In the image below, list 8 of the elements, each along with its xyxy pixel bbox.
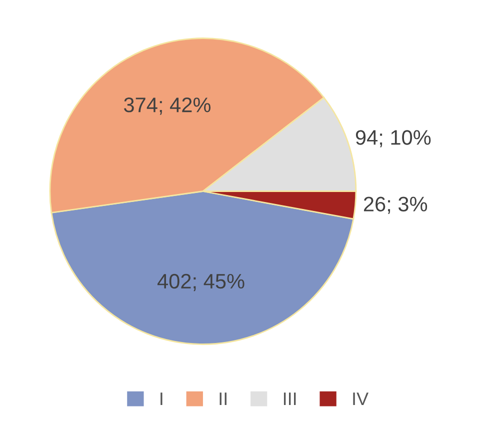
data-label: 374; 42% bbox=[124, 98, 211, 115]
data-label: 94; 10% bbox=[356, 130, 431, 148]
data-label: 402; 45% bbox=[157, 274, 244, 292]
legend-label: I bbox=[160, 392, 162, 406]
data-label: 26; 3% bbox=[364, 196, 428, 214]
legend-label: IV bbox=[353, 392, 368, 406]
legend-label: II bbox=[220, 392, 226, 406]
legend-label: III bbox=[284, 392, 296, 406]
